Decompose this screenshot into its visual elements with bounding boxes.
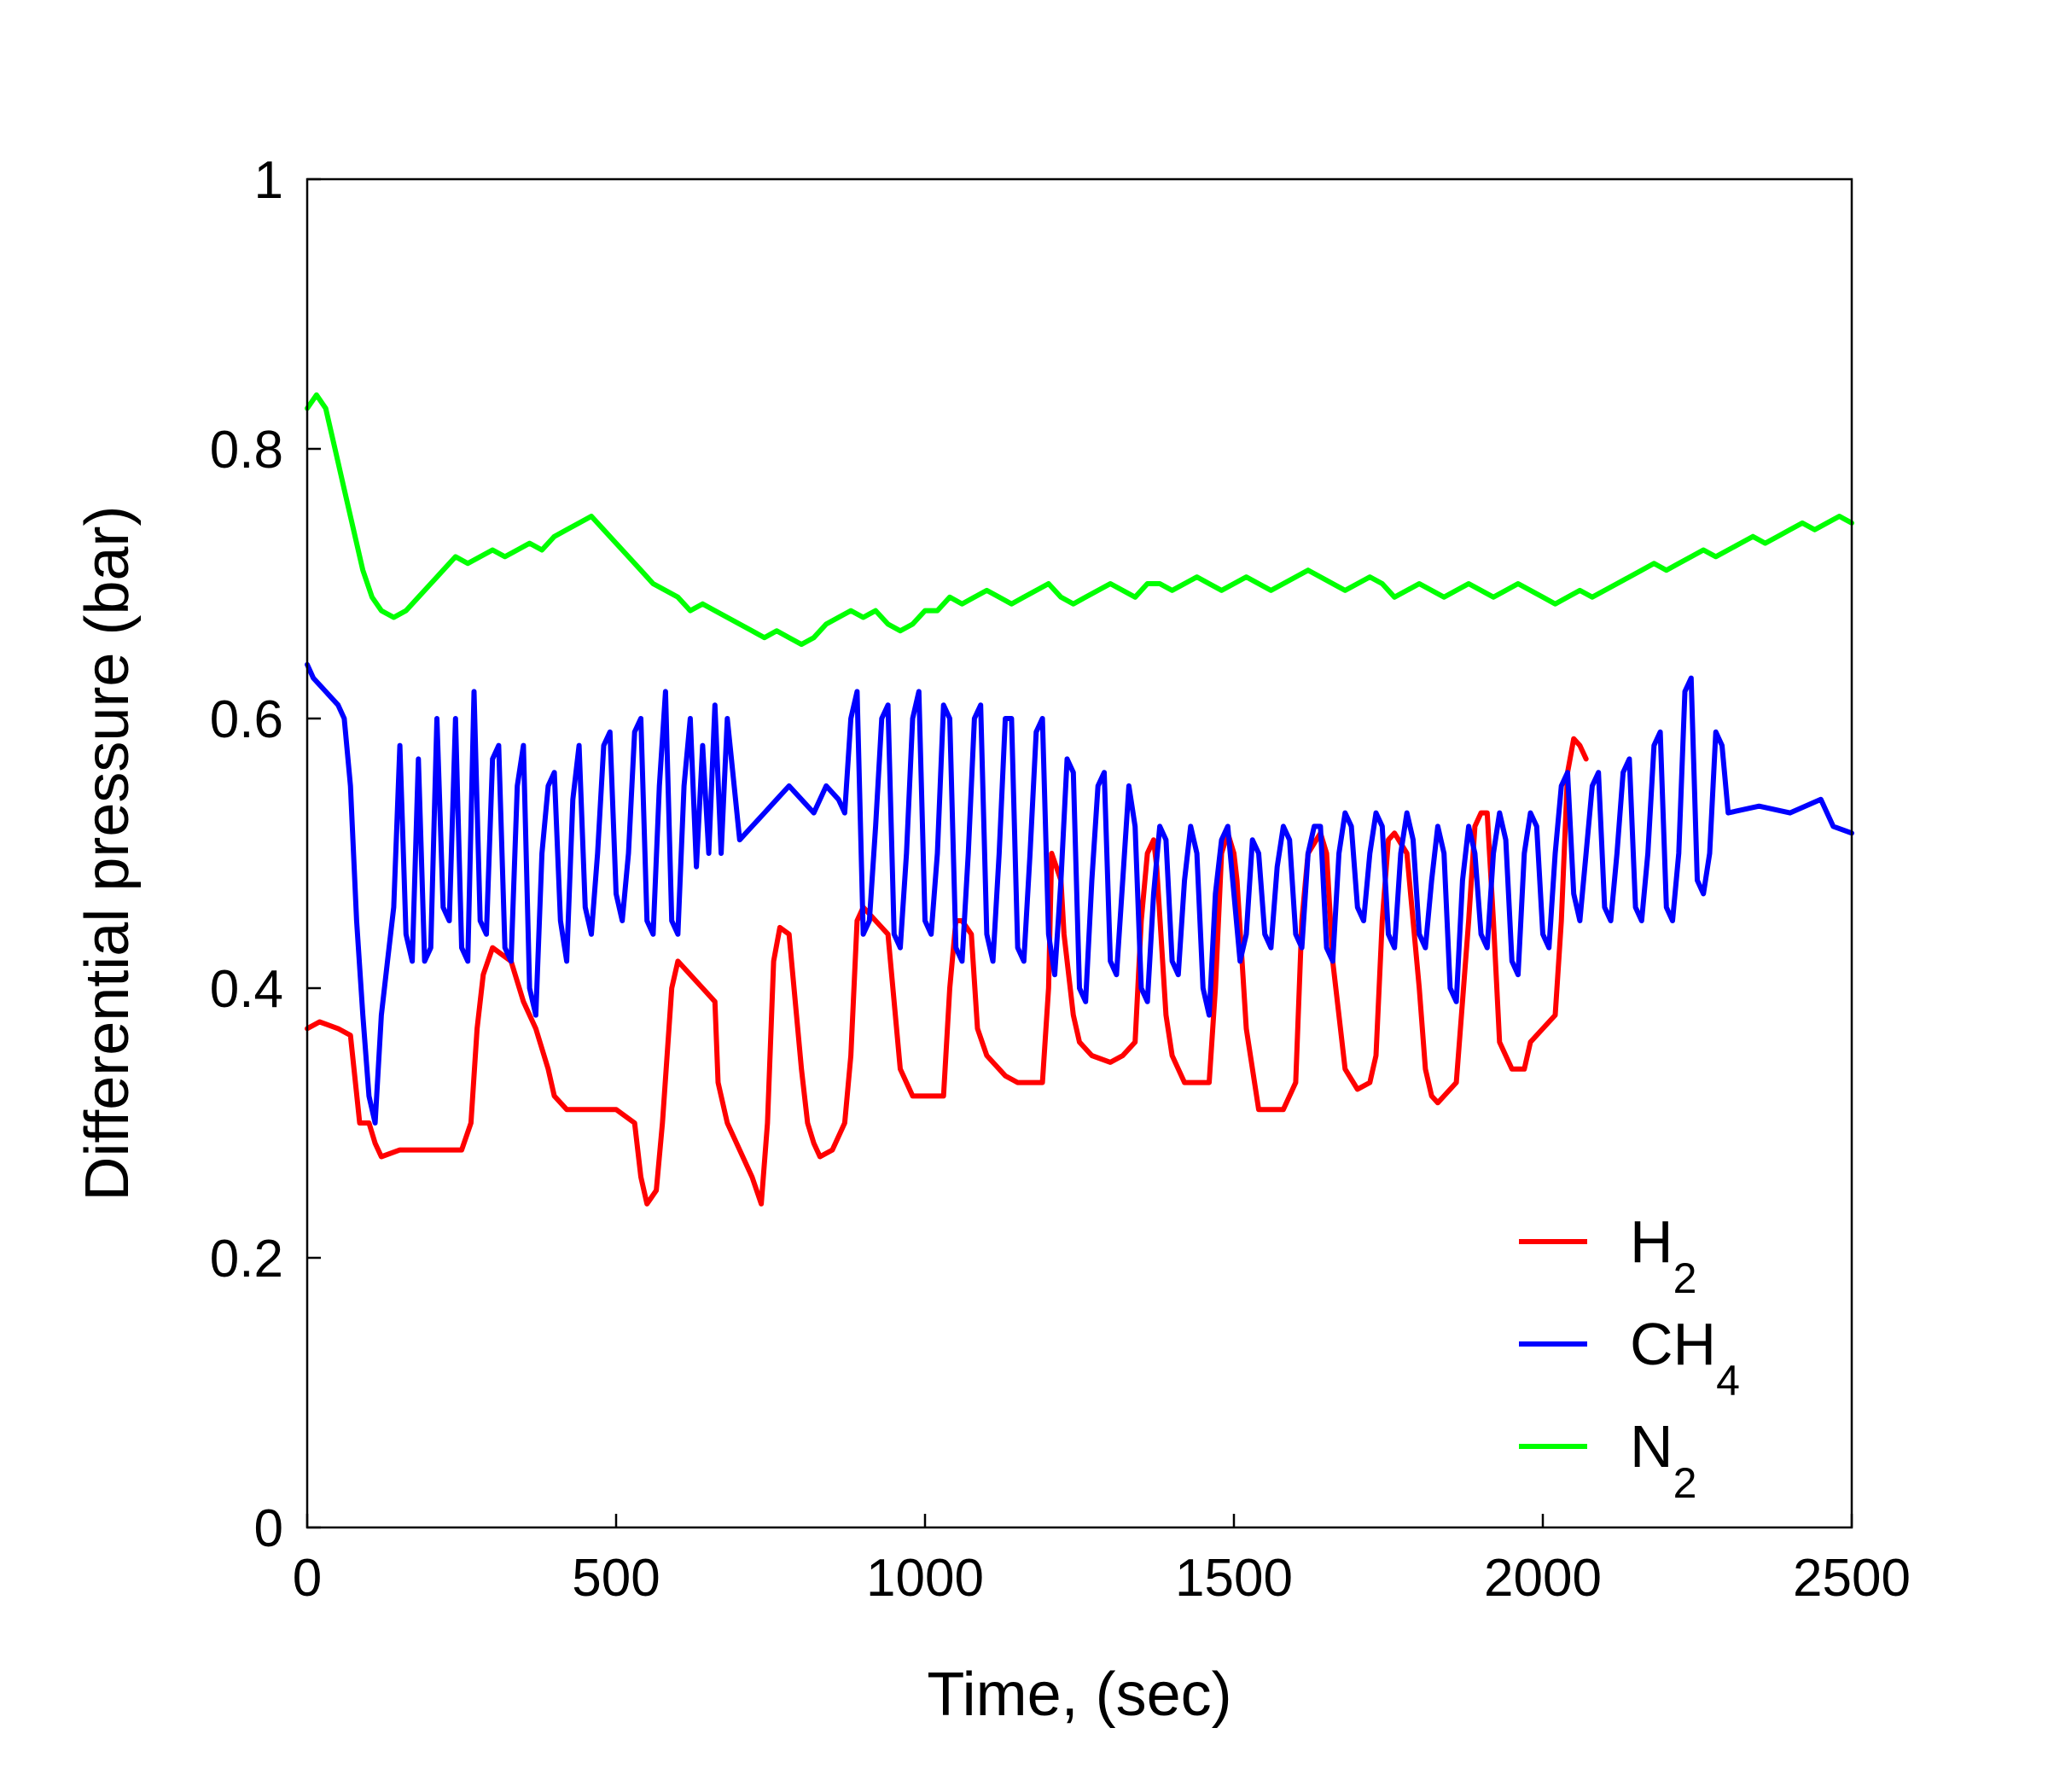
axis-ticks: 0 500 1000 1500 2000 2500 0 0.2 0.4 0.6 0.8 1: [210, 151, 1911, 1608]
legend-label-subscript: 2: [1673, 1459, 1697, 1507]
legend-label: H2: [1630, 1208, 1696, 1302]
series-line-n2: [305, 392, 1854, 648]
plot-frame: [305, 177, 1853, 1529]
x-tick-label: 1500: [1175, 1549, 1293, 1608]
legend-item-ch4: CH4: [1519, 1311, 1740, 1405]
series-line-ch4: [305, 661, 1854, 1126]
x-tick-label: 2500: [1793, 1549, 1911, 1608]
x-tick-label: 2000: [1484, 1549, 1602, 1608]
legend-label: CH4: [1630, 1311, 1740, 1405]
y-tick-label: 0.6: [210, 690, 283, 749]
legend-label-main: N: [1630, 1413, 1673, 1480]
legend-label-main: H: [1630, 1208, 1673, 1275]
series-layer: [305, 392, 1854, 1207]
x-tick-label: 0: [293, 1549, 322, 1608]
series-line-h2: [305, 736, 1589, 1207]
y-tick-label: 0.8: [210, 421, 283, 480]
legend-label-subscript: 2: [1673, 1254, 1697, 1302]
y-tick-label: 0.4: [210, 960, 283, 1019]
legend-label-subscript: 4: [1716, 1357, 1740, 1405]
y-axis-title: Differential pressure (bar): [73, 506, 142, 1201]
y-tick-label: 0.2: [210, 1230, 283, 1289]
legend-item-h2: H2: [1519, 1208, 1696, 1302]
legend-item-n2: N2: [1519, 1413, 1696, 1507]
y-tick-label: 0: [254, 1499, 283, 1558]
y-tick-label: 1: [254, 151, 283, 210]
legend-label-main: CH: [1630, 1311, 1716, 1377]
legend-label: N2: [1630, 1413, 1696, 1507]
x-tick-label: 1000: [866, 1549, 984, 1608]
x-tick-label: 500: [572, 1549, 660, 1608]
x-axis-title: Time, (sec): [927, 1661, 1231, 1729]
